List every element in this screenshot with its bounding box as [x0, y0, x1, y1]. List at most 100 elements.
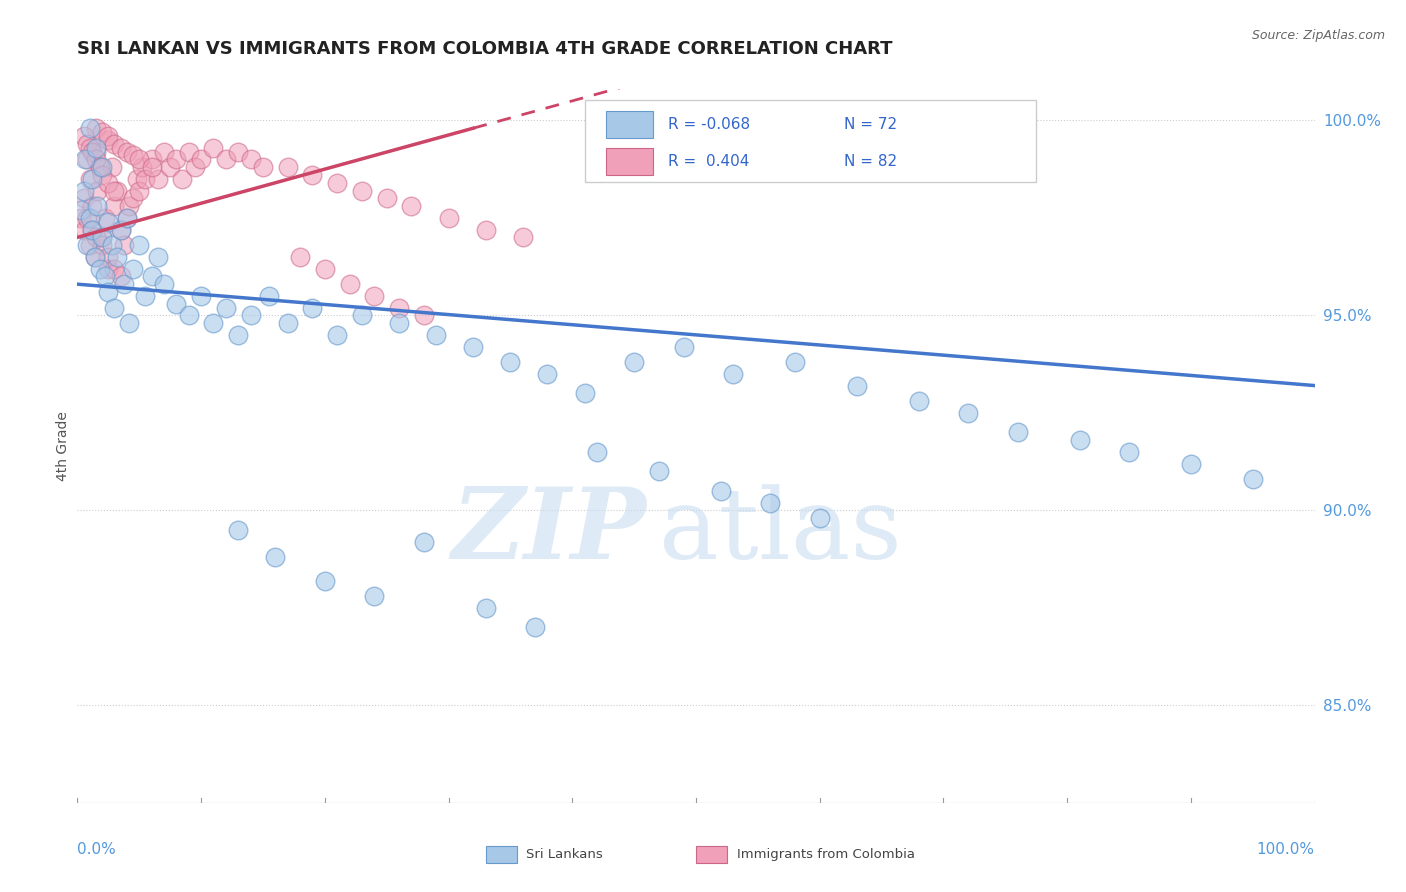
Text: R = -0.068: R = -0.068 — [668, 117, 749, 132]
Text: 100.0%: 100.0% — [1257, 842, 1315, 857]
Point — [146, 250, 169, 264]
Point — [122, 261, 145, 276]
Point — [623, 355, 645, 369]
Point — [165, 153, 187, 167]
Point — [91, 168, 114, 182]
Point — [202, 141, 225, 155]
Point — [105, 184, 128, 198]
Point — [141, 269, 163, 284]
Point — [215, 153, 238, 167]
Point — [97, 215, 120, 229]
Point — [648, 464, 671, 478]
Text: R =  0.404: R = 0.404 — [668, 154, 749, 169]
Point — [957, 406, 980, 420]
Point — [239, 309, 262, 323]
Point — [76, 211, 98, 225]
Point — [89, 160, 111, 174]
Point — [350, 184, 373, 198]
Point — [264, 550, 287, 565]
Point — [128, 238, 150, 252]
Point — [412, 534, 434, 549]
Point — [79, 211, 101, 225]
Point — [110, 222, 132, 236]
Point — [70, 211, 93, 225]
FancyBboxPatch shape — [585, 100, 1036, 182]
Point — [277, 316, 299, 330]
Point — [82, 172, 104, 186]
Point — [1007, 425, 1029, 440]
Point — [184, 160, 207, 174]
Point — [91, 230, 114, 244]
Point — [574, 386, 596, 401]
Point — [326, 327, 349, 342]
Point — [586, 445, 609, 459]
Point — [91, 160, 114, 174]
Point — [177, 309, 200, 323]
Point — [301, 301, 323, 315]
Point — [89, 261, 111, 276]
Point — [499, 355, 522, 369]
Point — [79, 141, 101, 155]
Point — [808, 511, 831, 525]
Point — [110, 269, 132, 284]
Point — [153, 277, 176, 292]
Point — [82, 199, 104, 213]
Point — [202, 316, 225, 330]
Point — [141, 153, 163, 167]
Point — [72, 184, 94, 198]
Point — [301, 168, 323, 182]
Point — [190, 289, 212, 303]
Point — [70, 203, 93, 218]
Point — [97, 133, 120, 147]
Point — [84, 153, 107, 167]
Point — [474, 222, 496, 236]
Point — [103, 184, 125, 198]
Point — [226, 145, 249, 159]
Bar — [485, 846, 516, 863]
Point — [122, 191, 145, 205]
Point — [115, 211, 138, 225]
Text: N = 82: N = 82 — [845, 154, 897, 169]
Point — [79, 121, 101, 136]
Text: Immigrants from Colombia: Immigrants from Colombia — [737, 847, 915, 861]
Point — [326, 176, 349, 190]
Point — [103, 301, 125, 315]
Point — [314, 574, 336, 588]
Text: N = 72: N = 72 — [845, 117, 897, 132]
Point — [97, 176, 120, 190]
Point — [721, 367, 744, 381]
Point — [79, 238, 101, 252]
Point — [146, 172, 169, 186]
Text: atlas: atlas — [659, 483, 901, 580]
Point — [131, 160, 153, 174]
Point — [115, 145, 138, 159]
Point — [363, 289, 385, 303]
Point — [288, 250, 311, 264]
Bar — [606, 111, 652, 138]
Point — [474, 600, 496, 615]
Point — [134, 289, 156, 303]
Point — [97, 285, 120, 299]
Point — [103, 136, 125, 151]
Point — [101, 238, 124, 252]
Text: Source: ZipAtlas.com: Source: ZipAtlas.com — [1251, 29, 1385, 42]
Point — [215, 301, 238, 315]
Text: SRI LANKAN VS IMMIGRANTS FROM COLOMBIA 4TH GRADE CORRELATION CHART: SRI LANKAN VS IMMIGRANTS FROM COLOMBIA 4… — [77, 40, 893, 58]
Point — [172, 172, 194, 186]
Point — [412, 309, 434, 323]
Point — [128, 184, 150, 198]
Point — [783, 355, 806, 369]
Point — [76, 153, 98, 167]
Point — [79, 172, 101, 186]
Point — [512, 230, 534, 244]
Point — [84, 141, 107, 155]
Point — [115, 211, 138, 225]
Point — [86, 199, 108, 213]
Point — [76, 238, 98, 252]
Point — [91, 238, 114, 252]
Point — [93, 269, 115, 284]
Point — [1180, 457, 1202, 471]
Point — [91, 125, 114, 139]
Point — [122, 148, 145, 162]
Point — [125, 172, 148, 186]
